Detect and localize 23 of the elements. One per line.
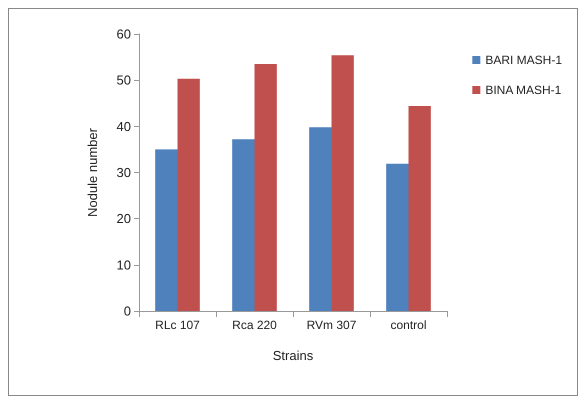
legend-label: BINA MASH-1 [485, 83, 562, 97]
y-tick-label: 50 [116, 72, 131, 88]
bar [408, 106, 431, 311]
x-tick-label: RVm 307 [306, 318, 357, 332]
bar [332, 55, 354, 311]
bar [254, 64, 277, 311]
bar [386, 164, 408, 311]
y-tick-label: 40 [116, 118, 131, 134]
y-tick-label: 30 [116, 165, 131, 180]
bar [155, 149, 178, 311]
y-axis-title: Nodule number [85, 127, 100, 217]
x-axis-title: Strains [272, 348, 314, 363]
bar [309, 127, 332, 311]
bar [178, 78, 200, 311]
y-tick-label: 60 [116, 26, 131, 42]
y-tick-label: 0 [124, 304, 131, 318]
bar [232, 139, 254, 311]
legend-label: BARI MASH-1 [485, 53, 562, 67]
x-tick-label: control [390, 318, 427, 332]
x-tick-label: Rca 220 [232, 318, 278, 332]
y-tick-label: 20 [116, 211, 131, 226]
y-tick-label: 10 [116, 257, 131, 272]
x-tick-label: RLc 107 [155, 318, 200, 332]
